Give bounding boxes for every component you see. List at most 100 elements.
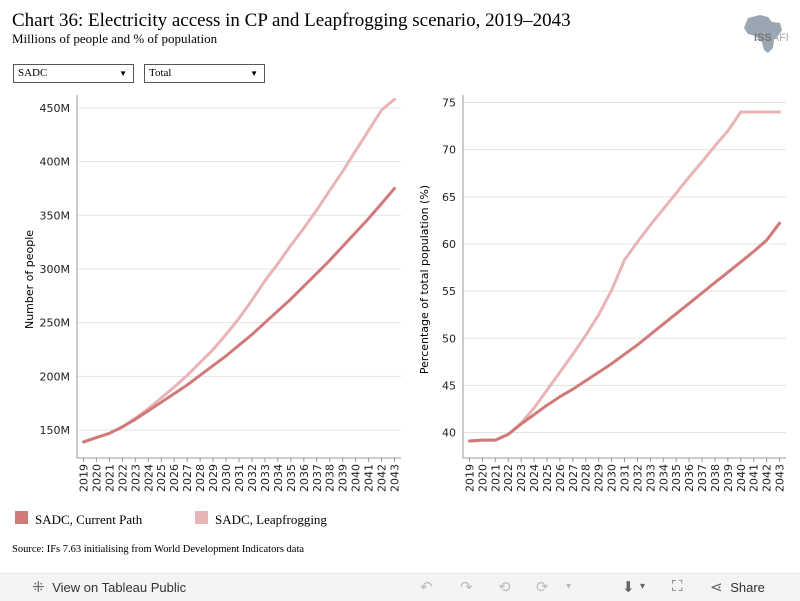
y-tick-label: 50 <box>442 332 456 345</box>
x-tick-label: 2025 <box>155 464 168 492</box>
chevron-down-icon: ▼ <box>250 69 258 78</box>
x-tick-label: 2030 <box>220 464 233 492</box>
share-label: Share <box>730 580 765 595</box>
x-tick-label: 2020 <box>90 464 103 492</box>
x-tick-label: 2035 <box>285 464 298 492</box>
x-tick-label: 2030 <box>606 464 619 492</box>
x-tick-label: 2042 <box>761 464 774 492</box>
refresh-icon[interactable]: ⟳ <box>536 579 549 596</box>
y-tick-label: 300M <box>40 263 71 276</box>
x-tick-label: 2036 <box>683 464 696 492</box>
y-tick-label: 75 <box>442 97 456 110</box>
x-tick-label: 2022 <box>502 464 515 492</box>
chart-title: Chart 36: Electricity access in CP and L… <box>12 10 571 31</box>
x-tick-label: 2025 <box>541 464 554 492</box>
x-tick-label: 2032 <box>246 464 259 492</box>
download-menu-chevron-icon[interactable]: ▾ <box>640 581 646 592</box>
x-tick-label: 2042 <box>376 464 389 492</box>
y-tick-label: 450M <box>40 102 71 115</box>
x-tick-label: 2034 <box>657 464 670 492</box>
x-tick-label: 2036 <box>298 464 311 492</box>
undo-icon[interactable]: ↶ <box>420 579 433 596</box>
revert-icon[interactable]: ⟲ <box>498 579 511 596</box>
x-tick-label: 2026 <box>554 464 567 492</box>
x-tick-label: 2039 <box>337 464 350 492</box>
series-line-leapfrogging <box>468 110 781 443</box>
x-tick-label: 2033 <box>644 464 657 492</box>
x-tick-label: 2031 <box>233 464 246 492</box>
x-tick-label: 2024 <box>528 464 541 492</box>
y-axis-title: Percentage of total population (%) <box>418 185 431 374</box>
redo-icon[interactable]: ↷ <box>460 579 473 596</box>
x-tick-label: 2037 <box>311 464 324 492</box>
africa-map-icon <box>744 15 782 53</box>
y-tick-label: 150M <box>40 424 71 437</box>
chart-subtitle: Millions of people and % of population <box>12 31 218 46</box>
x-tick-label: 2023 <box>515 464 528 492</box>
x-tick-label: 2041 <box>363 464 376 492</box>
legend-label-current-path: SADC, Current Path <box>35 512 143 527</box>
x-tick-label: 2041 <box>748 464 761 492</box>
y-tick-label: 250M <box>40 317 71 330</box>
y-tick-label: 45 <box>442 379 456 392</box>
x-tick-label: 2040 <box>350 464 363 492</box>
x-tick-label: 2019 <box>463 464 476 492</box>
legend-swatch-leapfrogging <box>195 511 208 524</box>
y-tick-label: 60 <box>442 238 456 251</box>
legend-label-leapfrogging: SADC, Leapfrogging <box>215 512 327 527</box>
x-tick-label: 2038 <box>709 464 722 492</box>
x-tick-label: 2032 <box>631 464 644 492</box>
share-button[interactable]: ⋖ Share <box>710 578 765 596</box>
view-on-tableau-button[interactable]: ⁜ View on Tableau Public <box>32 578 186 596</box>
iss-africa-logo <box>738 12 800 54</box>
download-icon[interactable]: ⬇ <box>622 579 635 596</box>
chevron-down-icon: ▼ <box>119 69 127 78</box>
y-tick-label: 70 <box>442 144 456 157</box>
x-tick-label: 2024 <box>142 464 155 492</box>
x-tick-label: 2034 <box>272 464 285 492</box>
tableau-toolbar: ⁜ View on Tableau Public ↶ ↷ ⟲ ⟳ ▾ ⬇ ▾ ⛶… <box>0 573 800 601</box>
y-tick-label: 65 <box>442 191 456 204</box>
x-tick-label: 2019 <box>77 464 90 492</box>
y-tick-label: 400M <box>40 156 71 169</box>
x-tick-label: 2029 <box>593 464 606 492</box>
y-tick-label: 55 <box>442 285 456 298</box>
x-tick-label: 2043 <box>774 464 787 492</box>
x-tick-label: 2027 <box>567 464 580 492</box>
chart-panel-1: 150M 200M 250M 300M 350M 400M 450M 2019 2020 2021… <box>23 95 402 492</box>
view-on-tableau-label: View on Tableau Public <box>52 580 187 595</box>
logo-text: ISSAFI <box>754 32 789 44</box>
x-tick-label: 2035 <box>670 464 683 492</box>
x-tick-label: 2026 <box>168 464 181 492</box>
x-tick-label: 2028 <box>580 464 593 492</box>
x-tick-label: 2040 <box>735 464 748 492</box>
y-axis-title: Number of people <box>23 230 36 329</box>
measure-filter-dropdown[interactable]: Total ▼ <box>144 64 265 83</box>
x-tick-label: 2021 <box>489 464 502 492</box>
chart-panel-2: 40 45 50 55 60 65 70 75 2019 2020 2021 2022 2023 2024… <box>418 95 787 492</box>
source-note: Source: IFs 7.63 initialising from World… <box>12 544 305 555</box>
y-tick-label: 40 <box>442 427 456 440</box>
x-tick-label: 2022 <box>116 464 129 492</box>
legend-item-leapfrogging[interactable]: SADC, Leapfrogging <box>195 510 355 527</box>
x-tick-label: 2039 <box>722 464 735 492</box>
x-tick-label: 2021 <box>103 464 116 492</box>
tableau-logo-icon: ⁜ <box>32 579 45 596</box>
x-tick-label: 2037 <box>696 464 709 492</box>
measure-filter-value: Total <box>149 67 172 79</box>
x-tick-label: 2023 <box>129 464 142 492</box>
series-line-current-path <box>82 186 396 444</box>
x-tick-label: 2038 <box>324 464 337 492</box>
x-tick-label: 2029 <box>207 464 220 492</box>
x-tick-label: 2031 <box>619 464 632 492</box>
y-tick-label: 350M <box>40 209 71 222</box>
legend-swatch-current-path <box>15 511 28 524</box>
refresh-menu-chevron-icon[interactable]: ▾ <box>566 581 572 592</box>
x-tick-label: 2028 <box>194 464 207 492</box>
fullscreen-icon[interactable]: ⛶ <box>672 578 683 595</box>
region-filter-value: SADC <box>18 67 48 79</box>
region-filter-dropdown[interactable]: SADC ▼ <box>13 64 134 83</box>
legend-item-current-path[interactable]: SADC, Current Path <box>15 510 175 527</box>
x-tick-label: 2020 <box>476 464 489 492</box>
